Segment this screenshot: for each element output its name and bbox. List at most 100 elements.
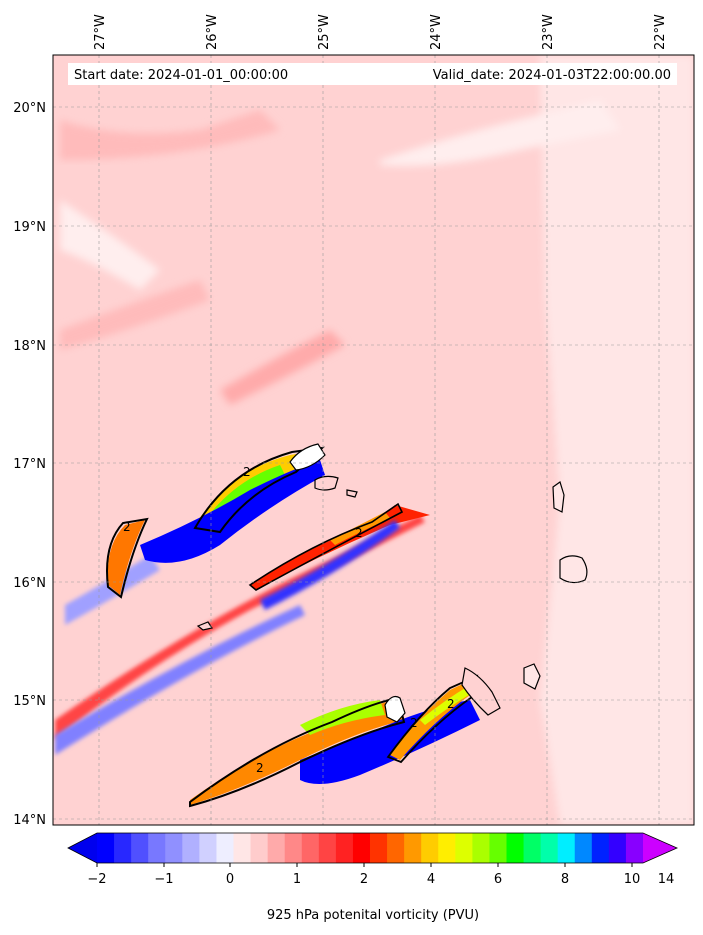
pv-filament-blue	[55, 605, 305, 755]
colorbar-extend-low	[68, 833, 97, 863]
contour-label: 2	[243, 465, 251, 479]
colorbar-swatch	[352, 833, 371, 863]
island-coastline	[289, 443, 326, 471]
contour-label: 2	[355, 526, 363, 540]
lat-tick-labels: 20°N 19°N 18°N 17°N 16°N 15°N 14°N	[13, 101, 46, 828]
lon-tick-label: 23°W	[541, 14, 556, 50]
pv-contour-2	[106, 517, 149, 599]
colorbar-tick-label: 2	[360, 872, 368, 887]
colorbar-tick-label: 10	[624, 872, 641, 887]
lon-tick-label: 24°W	[429, 14, 444, 50]
map-panel: 2 2 2 2 2 2 Start date: 2024-01-01_00:00…	[53, 55, 694, 825]
colorbar-swatch	[455, 833, 473, 863]
colorbar-swatch	[387, 833, 405, 863]
colorbar-tick-label: 1	[293, 872, 301, 887]
pv-high-core	[107, 520, 145, 595]
island-coastline	[346, 489, 358, 498]
colorbar-tick-label: 4	[427, 872, 435, 887]
island-coastline	[461, 667, 501, 716]
pv-low-region	[540, 55, 694, 825]
colorbar-swatch	[301, 833, 320, 863]
pv-contour-2	[189, 696, 406, 808]
colorbar-swatch	[233, 833, 252, 863]
lat-tick-label: 18°N	[13, 339, 46, 354]
island-coastline	[552, 481, 565, 513]
lon-tick-label: 27°W	[93, 14, 108, 50]
colorbar-swatch	[199, 833, 217, 863]
lat-tick-label: 14°N	[13, 813, 46, 828]
colorbar-swatch	[608, 833, 627, 863]
colorbar-swatch	[591, 833, 610, 863]
colorbar-swatch	[318, 833, 337, 863]
island-coastline	[196, 621, 213, 631]
lat-tick-label: 15°N	[13, 694, 46, 709]
contour-label: 2	[410, 716, 418, 730]
colorbar-swatch	[557, 833, 576, 863]
colorbar-swatch	[523, 833, 542, 863]
lat-tick-label: 19°N	[13, 220, 46, 235]
colorbar-tick-label: −2	[87, 872, 106, 887]
pv-low-patch	[380, 100, 620, 166]
pv-high-core	[190, 700, 405, 805]
contour-label: 2	[256, 761, 264, 775]
colorbar-swatch	[489, 833, 507, 863]
contour-label: 2	[123, 520, 131, 534]
colorbar-tick-label: 8	[561, 872, 569, 887]
colorbar-swatch	[438, 833, 456, 863]
colorbar-swatch	[625, 833, 644, 863]
colorbar-extend-high	[643, 833, 677, 863]
colorbar-ticks: −2 −1 0 1 2 4 6 8 10 14	[87, 872, 674, 887]
start-date-text: Start date: 2024-01-01_00:00:00	[74, 68, 288, 83]
colorbar-tick-label: 6	[494, 872, 502, 887]
pv-negative-core	[260, 520, 400, 610]
colorbar-swatch	[506, 833, 525, 863]
colorbar-swatch	[97, 833, 115, 863]
colorbar-swatch	[421, 833, 439, 863]
graticule	[53, 55, 694, 825]
colorbar-swatch	[472, 833, 490, 863]
pv-streak	[220, 330, 345, 405]
lat-tick-label: 17°N	[13, 457, 46, 472]
lon-tick-label: 25°W	[317, 14, 332, 50]
colorbar-swatch	[370, 833, 388, 863]
colorbar-swatch	[284, 833, 303, 863]
colorbar-tick-label: 0	[226, 872, 234, 887]
colorbar-swatch	[165, 833, 183, 863]
header-box	[68, 63, 677, 85]
colorbar-tick-label: −1	[154, 872, 173, 887]
colorbar-swatch	[114, 833, 132, 863]
island-coastline	[523, 663, 541, 690]
colorbar-swatch	[250, 833, 269, 863]
pv-filament-red	[55, 515, 425, 740]
colorbar-swatch	[148, 833, 166, 863]
valid-date-text: Valid_date: 2024-01-03T22:00:00.00	[433, 68, 671, 83]
colorbar-swatch	[216, 833, 234, 863]
island-coastline	[314, 475, 339, 491]
colorbar-swatch	[335, 833, 354, 863]
contour-label: 2	[447, 697, 455, 711]
lon-tick-label: 22°W	[653, 14, 668, 50]
colorbar-swatch	[131, 833, 149, 863]
pv-negative-core	[140, 460, 325, 563]
colorbar-title: 925 hPa potenital vorticity (PVU)	[267, 908, 479, 923]
colorbar-swatch	[267, 833, 286, 863]
pv-streak	[60, 280, 210, 350]
colorbar-tick-label: 14	[658, 872, 675, 887]
colorbar	[67, 832, 678, 867]
colorbar-swatch	[404, 833, 422, 863]
lat-tick-label: 16°N	[13, 576, 46, 591]
island-coastline	[384, 695, 406, 723]
island-coastline	[559, 555, 588, 584]
map-frame	[52, 54, 695, 826]
pv-peak-core	[420, 685, 472, 725]
colorbar-swatch	[182, 833, 200, 863]
pv-low-patch	[60, 200, 160, 290]
lon-tick-label: 26°W	[205, 14, 220, 50]
pv-streak	[60, 110, 280, 160]
colorbar-swatch	[540, 833, 559, 863]
pv-contour-2	[248, 502, 404, 591]
colorbar-swatch	[574, 833, 593, 863]
lon-tick-labels: 27°W 26°W 25°W 24°W 23°W 22°W	[93, 14, 668, 50]
lat-tick-label: 20°N	[13, 101, 46, 116]
